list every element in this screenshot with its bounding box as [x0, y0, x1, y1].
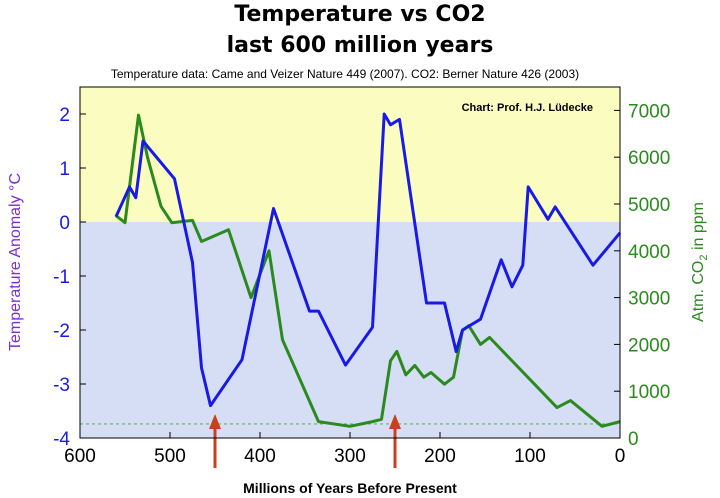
left-tick-label: -2	[53, 321, 70, 342]
warm-background	[80, 87, 620, 222]
right-axis-label-unit: in ppm	[690, 202, 707, 254]
temperature-series-line	[114, 112, 622, 408]
cool-background	[80, 222, 620, 438]
arrow-group	[209, 414, 401, 468]
x-tick-label: 300	[334, 446, 366, 467]
x-axis-ticks: 600 500 400 300 200 100 0	[64, 432, 625, 467]
right-tick-label: 3000	[628, 289, 670, 310]
x-tick-label: 0	[615, 446, 626, 467]
right-tick-label: 2000	[628, 335, 670, 356]
x-tick-label: 500	[154, 446, 186, 467]
right-axis-label-main: Atm. CO	[690, 261, 707, 322]
right-axis-label-subscript: 2	[698, 255, 710, 261]
x-tick-label: 600	[64, 446, 96, 467]
plot-frame	[79, 86, 621, 439]
left-tick-label: 0	[59, 213, 70, 234]
arrow-head-0	[209, 414, 221, 429]
right-tick-label: 4000	[628, 242, 670, 263]
left-tick-label: -1	[53, 267, 70, 288]
left-tick-label: -3	[53, 375, 70, 396]
right-tick-label: 5000	[628, 195, 670, 216]
chart-title-line1: Temperature vs CO2	[234, 2, 486, 27]
right-axis-ticks: 7000 6000 5000 4000 3000 2000 1000 0	[614, 101, 670, 450]
left-axis-ticks: 2 1 0 -1 -2 -3 -4	[53, 105, 86, 450]
left-tick-label: 1	[59, 159, 70, 180]
chart-title-line2: last 600 million years	[226, 33, 494, 58]
x-axis-label: Millions of Years Before Present	[243, 480, 457, 496]
right-tick-label: 7000	[628, 101, 670, 122]
right-axis-label: Atm. CO2 in ppm	[690, 202, 710, 322]
right-tick-label: 1000	[628, 382, 670, 403]
left-axis-label: Temperature Anomaly °C	[7, 173, 24, 351]
right-tick-label: 6000	[628, 148, 670, 169]
arrow-head-1	[389, 414, 401, 429]
left-tick-label: 2	[59, 105, 70, 126]
x-tick-label: 100	[514, 446, 546, 467]
chart-subtitle: Temperature data: Came and Veizer Nature…	[110, 67, 580, 81]
right-tick-label: 0	[628, 429, 639, 450]
x-tick-label: 400	[244, 446, 276, 467]
x-tick-label: 200	[424, 446, 456, 467]
left-tick-label: -4	[53, 429, 70, 450]
chart-credit: Chart: Prof. H.J. Lüdecke	[462, 102, 593, 114]
co2-series-line	[115, 113, 621, 428]
